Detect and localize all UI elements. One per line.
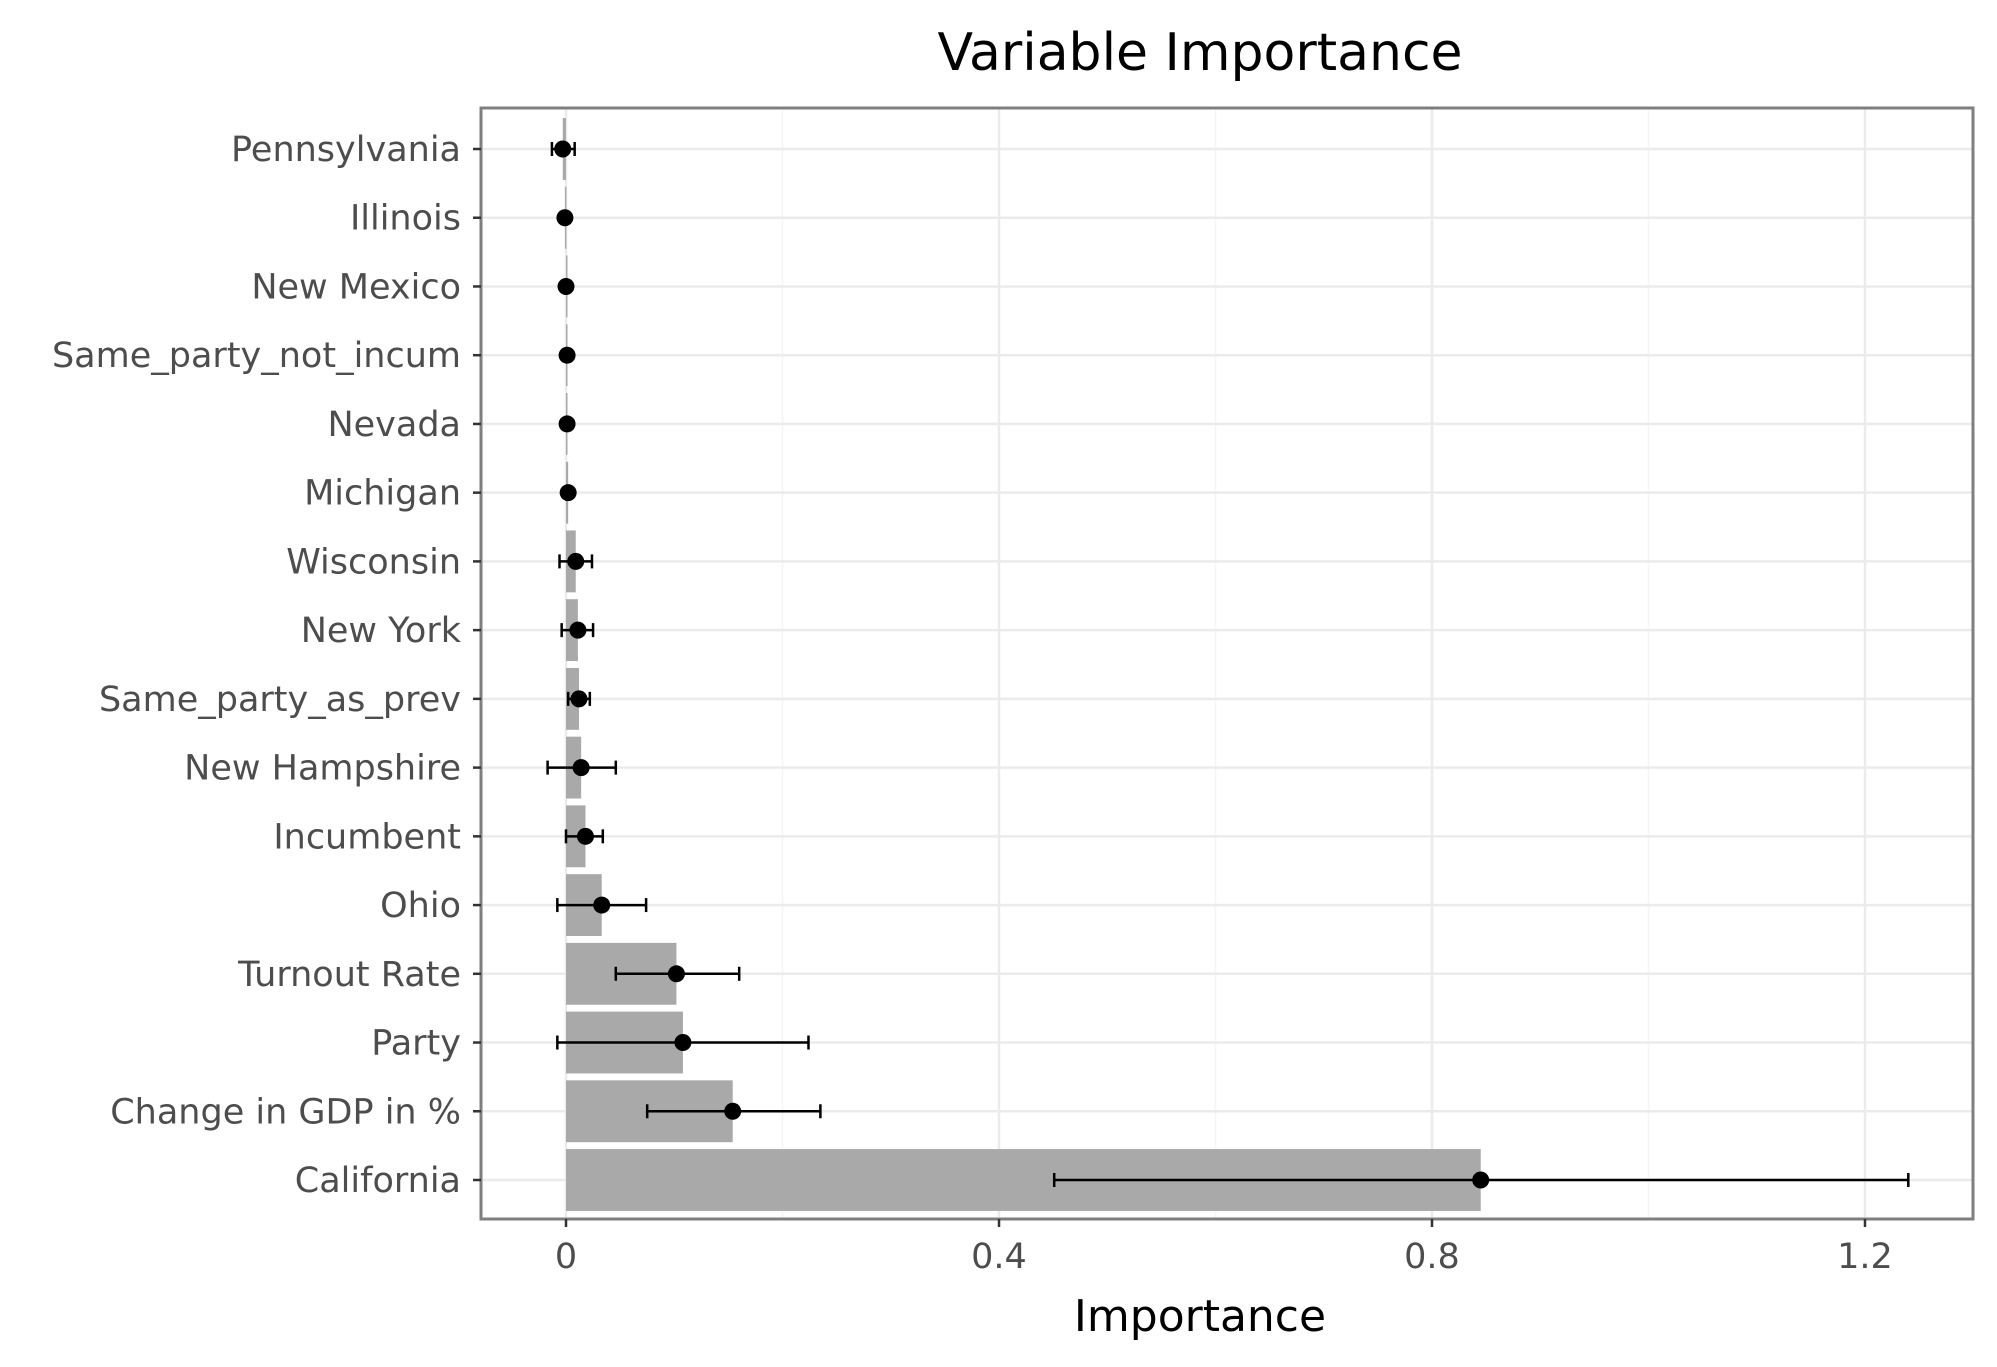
- data-point: [576, 827, 594, 845]
- y-tick-label: Michigan: [304, 474, 461, 514]
- y-tick-label: Same_party_as_prev: [99, 680, 461, 720]
- x-tick-label: 0.8: [1404, 1237, 1460, 1277]
- data-point: [593, 896, 611, 914]
- data-point: [557, 277, 575, 295]
- y-tick-label: New Hampshire: [184, 749, 461, 789]
- x-tick-label: 1.2: [1837, 1237, 1893, 1277]
- y-tick-label: California: [295, 1161, 461, 1201]
- y-tick-label: Illinois: [350, 199, 461, 239]
- y-tick-label: Ohio: [380, 886, 461, 926]
- data-point: [558, 346, 576, 364]
- y-tick-label: Turnout Rate: [237, 955, 461, 995]
- points: [554, 140, 1490, 1189]
- data-point: [559, 484, 577, 502]
- x-axis: 0 0.4 0.8 1.2: [555, 1219, 1893, 1277]
- chart-title: Variable Importance: [937, 23, 1462, 83]
- data-point: [674, 1034, 692, 1052]
- y-tick-label: Pennsylvania: [231, 130, 461, 170]
- data-point: [667, 965, 685, 983]
- panel-border: [479, 106, 1975, 1221]
- y-tick-label: Incumbent: [273, 817, 461, 857]
- y-tick-label: New Mexico: [251, 267, 461, 307]
- data-point: [558, 415, 576, 433]
- data-point: [1472, 1171, 1490, 1189]
- y-tick-label: Wisconsin: [286, 542, 461, 582]
- x-tick-label: 0.4: [971, 1237, 1027, 1277]
- data-point: [724, 1102, 742, 1120]
- y-tick-label: New York: [301, 611, 462, 651]
- data-point: [570, 690, 588, 708]
- x-axis-title: Importance: [1074, 1291, 1326, 1342]
- y-tick-label: Nevada: [327, 405, 461, 445]
- y-tick-label: Party: [371, 1024, 461, 1064]
- data-point: [572, 759, 590, 777]
- grid: [481, 108, 1973, 1219]
- bars: [562, 118, 1481, 1211]
- data-point: [569, 621, 587, 639]
- data-point: [554, 140, 572, 158]
- data-point: [567, 552, 585, 570]
- y-tick-label: Same_party_not_incum: [52, 336, 461, 376]
- y-tick-label: Change in GDP in %: [110, 1092, 461, 1132]
- y-axis: Pennsylvania Illinois New Mexico Same_party…: [52, 130, 481, 1201]
- x-tick-label: 0: [555, 1237, 577, 1277]
- data-point: [556, 209, 574, 227]
